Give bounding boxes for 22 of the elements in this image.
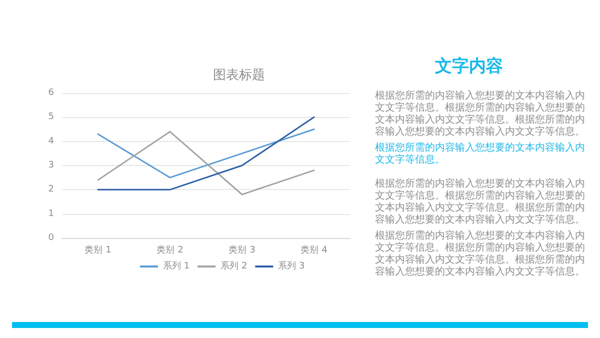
x-tick-label: 类别 3 bbox=[228, 244, 256, 256]
legend-label: 系列 1 bbox=[163, 260, 190, 272]
line-series bbox=[97, 130, 315, 196]
y-tick-label: 0 bbox=[48, 233, 54, 243]
y-tick-label: 4 bbox=[48, 136, 54, 146]
chart-title: 图表标题 bbox=[213, 68, 265, 83]
y-tick-label: 2 bbox=[48, 184, 54, 195]
x-tick-label: 类别 2 bbox=[156, 244, 184, 256]
text: 根据您所需的内容输入您想要的文本内容输入内文文字等信息。根据您所需的内容输入您想要的文本内容输入内文文字等信息。根据您所需的内容输入您想要的文本内容输入内文文字等信息。 bbox=[375, 90, 585, 138]
y-tick-label: 1 bbox=[48, 208, 54, 219]
y-tick-label: 6 bbox=[48, 88, 54, 98]
x-tick-label: 类别 1 bbox=[84, 244, 112, 256]
text: 文字内容 bbox=[434, 56, 503, 76]
line-series bbox=[97, 128, 315, 178]
x-tick-label: 类别 4 bbox=[300, 244, 328, 256]
y-tick-label: 5 bbox=[48, 112, 54, 122]
text: 根据您所需的内容输入您想要的文本内容输入内文文字等信息。 bbox=[375, 142, 585, 166]
text: 根据您所需的内容输入您想要的文本内容输入内文文字等信息。根据您所需的内容输入您想要的文本内容输入内文文字等信息。根据您所需的内容输入您想要的文本内容输入内文文字等信息。 bbox=[375, 230, 585, 278]
y-tick-label: 3 bbox=[48, 160, 54, 170]
text: 根据您所需的内容输入您想要的文本内容输入内文文字等信息。根据您所需的内容输入您想要的文本内容输入内文文字等信息。根据您所需的内容输入您想要的文本内容输入内文文字等信息。 bbox=[375, 178, 585, 226]
legend-label: 系列 2 bbox=[220, 260, 248, 272]
legend-label: 系列 3 bbox=[278, 260, 305, 272]
